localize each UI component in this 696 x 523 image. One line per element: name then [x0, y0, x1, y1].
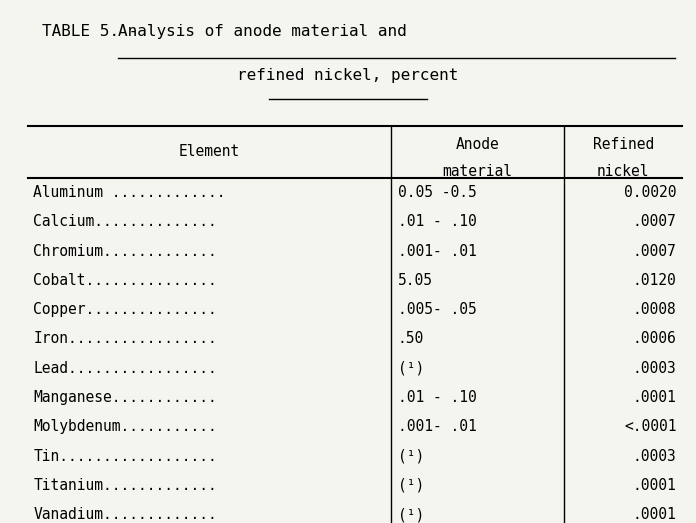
Text: material: material	[443, 164, 513, 179]
Text: .0008: .0008	[633, 302, 677, 317]
Text: Element: Element	[179, 144, 240, 159]
Text: .001- .01: .001- .01	[398, 419, 477, 434]
Text: Calcium..............: Calcium..............	[33, 214, 217, 229]
Text: .005- .05: .005- .05	[398, 302, 477, 317]
Text: refined nickel, percent: refined nickel, percent	[237, 68, 459, 83]
Text: 0.05 -0.5: 0.05 -0.5	[398, 185, 477, 200]
Text: .0003: .0003	[633, 361, 677, 376]
Text: .50: .50	[398, 332, 424, 346]
Text: Aluminum .............: Aluminum .............	[33, 185, 226, 200]
Text: .0120: .0120	[633, 273, 677, 288]
Text: (¹): (¹)	[398, 361, 424, 376]
Text: Manganese............: Manganese............	[33, 390, 217, 405]
Text: (¹): (¹)	[398, 478, 424, 493]
Text: Cobalt...............: Cobalt...............	[33, 273, 217, 288]
Text: nickel: nickel	[597, 164, 649, 179]
Text: 0.0020: 0.0020	[624, 185, 677, 200]
Text: Iron.................: Iron.................	[33, 332, 217, 346]
Text: .0006: .0006	[633, 332, 677, 346]
Text: Tin..................: Tin..................	[33, 449, 217, 463]
Text: Chromium.............: Chromium.............	[33, 244, 217, 258]
Text: (¹): (¹)	[398, 449, 424, 463]
Text: 5.05: 5.05	[398, 273, 433, 288]
Text: Copper...............: Copper...............	[33, 302, 217, 317]
Text: Molybdenum...........: Molybdenum...........	[33, 419, 217, 434]
Text: .0007: .0007	[633, 214, 677, 229]
Text: Refined: Refined	[592, 137, 654, 152]
Text: Analysis of anode material and: Analysis of anode material and	[118, 24, 406, 39]
Text: (¹): (¹)	[398, 507, 424, 522]
Text: .001- .01: .001- .01	[398, 244, 477, 258]
Text: Anode: Anode	[456, 137, 500, 152]
Text: TABLE 5. -: TABLE 5. -	[42, 24, 148, 39]
Text: .0001: .0001	[633, 507, 677, 522]
Text: .01 - .10: .01 - .10	[398, 214, 477, 229]
Text: .01 - .10: .01 - .10	[398, 390, 477, 405]
Text: <.0001: <.0001	[624, 419, 677, 434]
Text: .0001: .0001	[633, 390, 677, 405]
Text: Titanium.............: Titanium.............	[33, 478, 217, 493]
Text: .0003: .0003	[633, 449, 677, 463]
Text: Lead.................: Lead.................	[33, 361, 217, 376]
Text: .0007: .0007	[633, 244, 677, 258]
Text: .0001: .0001	[633, 478, 677, 493]
Text: Vanadium.............: Vanadium.............	[33, 507, 217, 522]
